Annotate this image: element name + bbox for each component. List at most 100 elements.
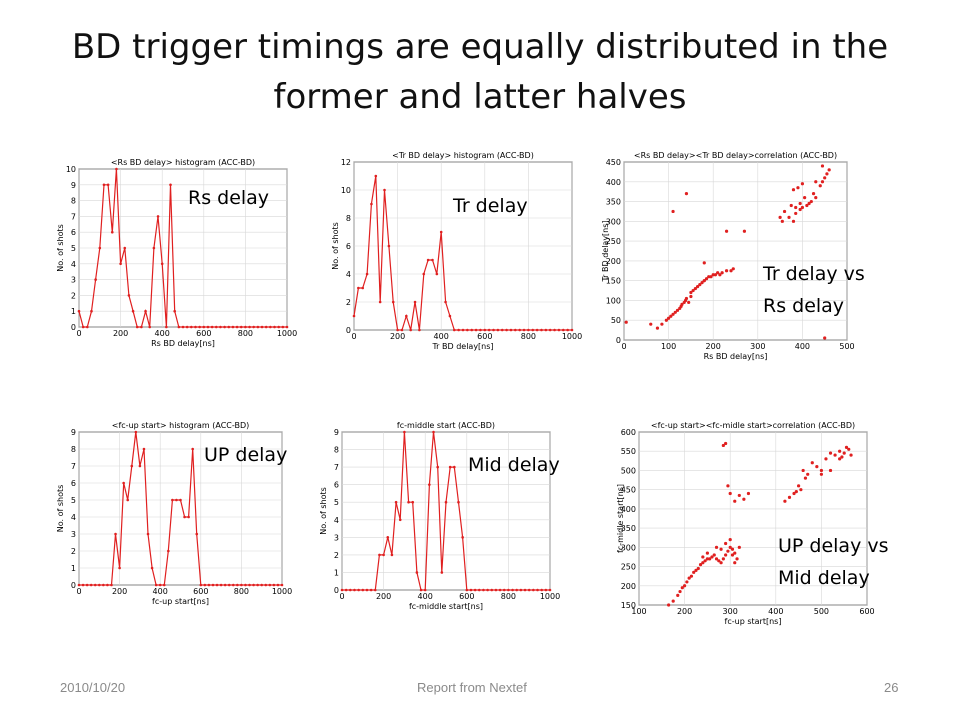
data-point [799, 488, 803, 492]
data-point [203, 583, 207, 587]
data-point [801, 468, 805, 473]
data-point [728, 491, 732, 496]
data-point [194, 325, 197, 329]
data-point [470, 328, 474, 332]
data-point [680, 302, 684, 306]
up-histogram-chart: <fc-up start> histogram (ACC-BD) 0 200 400 6… [56, 421, 292, 606]
up-vs-mid-label-line-2: Mid delay [778, 567, 870, 589]
data-point [461, 328, 465, 332]
data-point [280, 583, 284, 587]
data-point [453, 465, 456, 469]
data-point [818, 184, 822, 188]
mid-histogram-chart: fc-middle start (ACC-BD) 0 200 400 600 800 100… [319, 421, 560, 611]
data-point [142, 447, 146, 451]
data-point [344, 588, 348, 592]
data-point [452, 328, 456, 332]
data-point [276, 583, 280, 587]
data-point [227, 325, 231, 329]
data-point [440, 571, 444, 574]
x-tick-label: 0 [76, 587, 81, 596]
data-point [374, 174, 378, 178]
data-point [815, 465, 819, 469]
data-point [814, 196, 818, 200]
data-point [473, 588, 477, 592]
up-vs-mid-label-line-1: UP delay vs [778, 535, 889, 557]
data-point [811, 192, 816, 196]
data-point [787, 215, 791, 219]
data-point [824, 457, 828, 461]
data-point [730, 553, 735, 557]
y-tick-label: 350 [621, 524, 636, 533]
data-point [477, 588, 481, 592]
data-point [719, 561, 723, 565]
data-point [794, 205, 798, 210]
data-point [474, 328, 478, 332]
data-point [94, 278, 97, 281]
data-point [268, 583, 272, 587]
data-point [527, 328, 530, 332]
data-point [223, 325, 226, 329]
x-tick-label: 500 [839, 342, 854, 351]
data-point [413, 300, 417, 304]
data-point [102, 183, 106, 187]
data-point [361, 588, 365, 592]
data-point [162, 583, 166, 587]
data-point [806, 472, 810, 476]
x-tick-label: 400 [434, 332, 449, 341]
y-tick-label: 1 [334, 568, 339, 577]
data-point [702, 261, 706, 265]
data-point [373, 588, 377, 592]
y-tick-label: 100 [606, 296, 621, 305]
data-point [840, 455, 844, 459]
data-point [527, 588, 531, 592]
data-point [687, 576, 691, 580]
data-point [553, 328, 556, 332]
data-point [85, 583, 89, 587]
y-tick-label: 400 [606, 178, 621, 187]
data-point [714, 557, 719, 561]
data-point [160, 262, 164, 266]
data-point [357, 588, 360, 592]
data-point [150, 566, 154, 570]
data-point [144, 309, 147, 313]
data-point [260, 583, 263, 587]
data-point [394, 500, 398, 504]
data-point [469, 588, 473, 592]
y-tick-label: 2 [334, 551, 339, 560]
data-point [717, 559, 721, 563]
y-tick-label: 8 [71, 445, 76, 454]
data-point [718, 273, 722, 277]
y-tick-label: 6 [71, 479, 76, 488]
data-point [382, 553, 385, 557]
y-tick-label: 4 [71, 260, 76, 269]
data-point [703, 559, 707, 563]
data-point [726, 484, 730, 488]
data-point [794, 211, 798, 216]
data-point [191, 447, 194, 451]
data-point [400, 328, 404, 332]
data-point [110, 230, 114, 234]
x-tick-label: 300 [723, 607, 738, 616]
data-point [570, 328, 574, 332]
data-point [252, 583, 255, 587]
data-point [729, 269, 733, 273]
data-point [411, 500, 415, 504]
up-delay-label: UP delay [204, 444, 288, 466]
data-point [803, 476, 808, 480]
data-point [733, 561, 737, 565]
data-point [264, 583, 268, 587]
data-point [340, 588, 344, 592]
data-point [794, 489, 798, 494]
y-tick-label: 150 [621, 601, 636, 610]
y-tick-label: 7 [71, 212, 76, 221]
data-point [448, 465, 452, 469]
up-mid-correlation-panel: <fc-up start><fc-midle start>correlation… [615, 418, 875, 633]
footer-date: 2010/10/20 [60, 680, 126, 695]
page-number: 26 [884, 680, 899, 695]
data-point [502, 588, 506, 592]
data-point [673, 310, 677, 314]
data-point [391, 300, 395, 304]
x-tick-label: 1000 [540, 592, 560, 601]
x-tick-label: 800 [501, 592, 516, 601]
data-point [185, 325, 189, 329]
